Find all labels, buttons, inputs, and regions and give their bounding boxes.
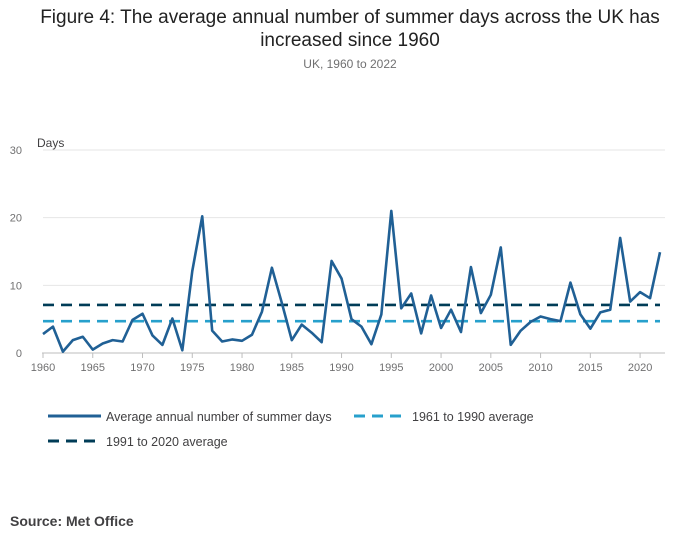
legend: Average annual number of summer days 1961…: [48, 410, 534, 449]
x-tick-label: 1960: [31, 362, 55, 374]
x-tick-label: 2015: [578, 362, 602, 374]
x-tick-label: 1985: [280, 362, 304, 374]
x-tick-label: 1965: [81, 362, 105, 374]
y-tick-label: 20: [10, 213, 22, 225]
y-tick-label: 0: [16, 348, 22, 360]
x-tick-label: 1995: [379, 362, 403, 374]
y-axis-label: Days: [37, 136, 64, 150]
x-tick-label: 1980: [230, 362, 254, 374]
legend-label: Average annual number of summer days: [106, 410, 332, 424]
chart-title: Figure 4: The average annual number of s…: [40, 7, 660, 51]
axes: 0 10 20 30 Days 1960 1965 1970 1975 1980 1985 1990 1…: [10, 136, 665, 374]
x-tick-label: 2000: [429, 362, 453, 374]
x-tick-label: 1970: [130, 362, 154, 374]
series-lines: [42, 209, 662, 353]
x-tick-label: 1990: [329, 362, 353, 374]
series-summer-days: [42, 209, 662, 353]
x-tick-label: 2020: [628, 362, 652, 374]
y-tick-label: 30: [10, 145, 22, 157]
y-tick-label: 10: [10, 280, 22, 292]
x-tick-label: 2010: [528, 362, 552, 374]
source-note: Source: Met Office: [10, 513, 134, 529]
x-tick-label: 2005: [479, 362, 503, 374]
x-tick-label: 1975: [180, 362, 204, 374]
chart-subtitle: UK, 1960 to 2022: [303, 57, 397, 71]
legend-label: 1991 to 2020 average: [106, 435, 228, 449]
gridlines: [43, 149, 665, 286]
legend-label: 1961 to 1990 average: [412, 410, 534, 424]
